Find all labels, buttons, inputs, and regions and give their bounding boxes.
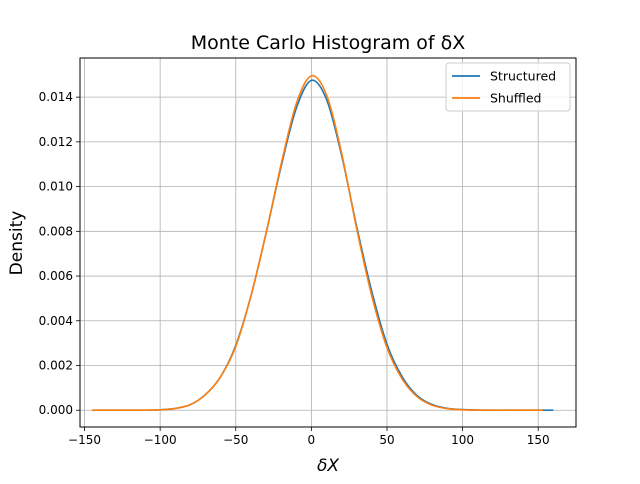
y-tick-label: 0.006: [39, 269, 73, 283]
chart-title: Monte Carlo Histogram of δX: [191, 32, 466, 54]
axes-frame: [79, 57, 577, 428]
x-tick-label: −50: [223, 433, 248, 447]
legend: Structured Shuffled: [445, 62, 571, 112]
series-layer: [92, 74, 554, 412]
x-tick-label: −100: [144, 433, 177, 447]
legend-label: Shuffled: [490, 91, 542, 106]
x-axis-label: δX: [317, 456, 339, 476]
series-line-shuffled: [92, 74, 543, 412]
ticks: −150 −100 −50 0 50 100 150 0.000 0.002 0.004 0.006…: [39, 90, 550, 447]
y-tick-label: 0.012: [39, 135, 73, 149]
legend-box: [445, 62, 571, 112]
y-tick-label: 0.004: [39, 314, 73, 328]
y-axis-label: Density: [7, 211, 27, 276]
x-tick-label: −150: [68, 433, 101, 447]
x-tick-label: 0: [308, 433, 316, 447]
y-tick-label: 0.008: [39, 224, 73, 238]
y-tick-label: 0.014: [39, 90, 73, 104]
y-tick-label: 0.000: [39, 403, 73, 417]
legend-label: Structured: [490, 69, 556, 84]
x-tick-label: 50: [379, 433, 394, 447]
y-tick-label: 0.002: [39, 359, 73, 373]
y-tick-label: 0.010: [39, 180, 73, 194]
x-tick-label: 150: [527, 433, 550, 447]
x-tick-label: 100: [451, 433, 474, 447]
